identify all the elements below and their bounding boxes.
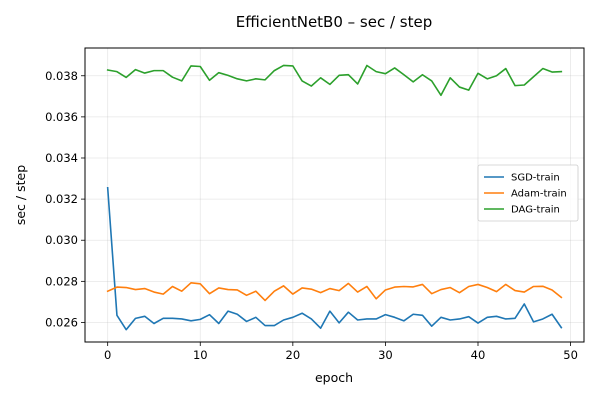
x-tick-label: 20 [286,348,301,362]
y-tick-label: 0.034 [45,151,78,165]
legend-label: SGD-train [511,173,560,184]
series-line-dag-train [106,64,563,97]
x-tick-label: 30 [378,348,393,362]
x-tick-label: 0 [104,348,111,362]
y-axis-label: sec / step [13,165,28,225]
series-line-sgd-train [106,186,563,331]
legend: SGD-train Adam-train DAG-train [477,164,579,222]
plot-frame [84,47,585,343]
chart-title: EfficientNetB0 – sec / step [236,13,433,31]
y-tick-label: 0.038 [45,69,78,83]
legend-label: DAG-train [511,205,560,216]
series-line-adam-train [106,281,563,302]
x-tick-label: 40 [471,348,486,362]
axes-ticks: 0 10 20 30 40 50 0.026 0.028 0.030 0.032 0.034 0.03… [45,69,578,362]
x-tick-label: 10 [193,348,208,362]
legend-label: Adam-train [511,189,567,200]
y-tick-label: 0.028 [45,274,78,288]
y-tick-label: 0.026 [45,315,78,329]
x-axis-label: epoch [315,370,353,385]
y-tick-label: 0.036 [45,110,78,124]
legend-box [477,164,579,222]
series-layer [106,64,563,331]
y-tick-label: 0.032 [45,192,78,206]
x-tick-label: 50 [563,348,578,362]
y-tick-label: 0.030 [45,233,78,247]
